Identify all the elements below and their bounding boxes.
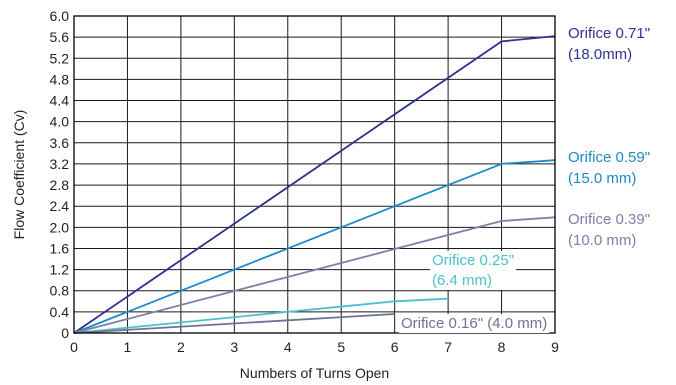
y-tick-label: 2.0 (50, 219, 70, 235)
x-tick-label: 9 (551, 339, 559, 355)
y-tick-label: 0 (61, 325, 69, 341)
y-tick-label: 1.6 (50, 240, 70, 256)
series-label-5: Orifice 0.16" (4.0 mm) (399, 314, 550, 333)
series-label-line: (6.4 mm) (432, 272, 492, 289)
tick-labels: 0 1 2 3 4 5 6 7 8 9 0 0.4 0.8 1.2 1.6 2.0 2.4 2.8 3.2 3.6 4.… (50, 8, 560, 355)
series-label-line: Orifice 0.39" (568, 211, 650, 228)
series-line-1 (73, 35, 556, 334)
x-tick-label: 6 (391, 339, 399, 355)
series-label-line: Orifice 0.71" (568, 25, 650, 42)
y-tick-label: 5.6 (50, 29, 70, 45)
plot-frame (73, 15, 556, 334)
series-label-1: Orifice 0.71" (18.0mm) (568, 25, 650, 63)
series-labels: Orifice 0.71" (18.0mm) Orifice 0.59" (15.0 … (399, 25, 650, 333)
y-tick-label: 0.4 (50, 304, 70, 320)
series-line-5 (73, 313, 395, 334)
y-tick-label: 5.2 (50, 50, 70, 66)
series-line-2 (73, 159, 556, 334)
y-tick-label: 6.0 (50, 8, 70, 24)
series-label-line: (18.0mm) (568, 46, 632, 63)
x-tick-label: 4 (284, 339, 292, 355)
series-label-line: (10.0 mm) (568, 232, 636, 249)
y-tick-label: 0.8 (50, 283, 70, 299)
series-label-background (399, 314, 550, 333)
series-label-line: Orifice 0.59" (568, 149, 650, 166)
x-tick-label: 5 (337, 339, 345, 355)
y-tick-label: 2.8 (50, 177, 70, 193)
x-tick-label: 1 (124, 339, 132, 355)
y-tick-label: 2.4 (50, 198, 70, 214)
series-lines (73, 35, 556, 334)
y-tick-label: 3.6 (50, 135, 70, 151)
y-tick-label: 4.0 (50, 114, 70, 130)
x-tick-label: 7 (444, 339, 452, 355)
series-label-background (430, 251, 517, 290)
x-tick-label: 8 (498, 339, 506, 355)
series-line-3 (73, 216, 556, 334)
y-tick-label: 4.8 (50, 71, 70, 87)
x-axis-title: Numbers of Turns Open (240, 365, 389, 381)
y-tick-label: 4.4 (50, 93, 70, 109)
x-tick-label: 3 (230, 339, 238, 355)
y-tick-label: 1.2 (50, 262, 70, 278)
y-axis-title: Flow Coefficient (Cv) (11, 110, 27, 240)
series-label-line: (15.0 mm) (568, 170, 636, 187)
series-label-line: Orifice 0.16" (4.0 mm) (401, 315, 547, 332)
series-label-3: Orifice 0.39" (10.0 mm) (568, 211, 650, 249)
x-tick-label: 0 (70, 339, 78, 355)
y-tick-label: 3.2 (50, 156, 70, 172)
x-tick-label: 2 (177, 339, 185, 355)
series-label-2: Orifice 0.59" (15.0 mm) (568, 149, 650, 187)
series-label-line: Orifice 0.25" (432, 252, 514, 269)
series-line-4 (73, 297, 449, 334)
series-label-4: Orifice 0.25" (6.4 mm) (430, 251, 517, 290)
